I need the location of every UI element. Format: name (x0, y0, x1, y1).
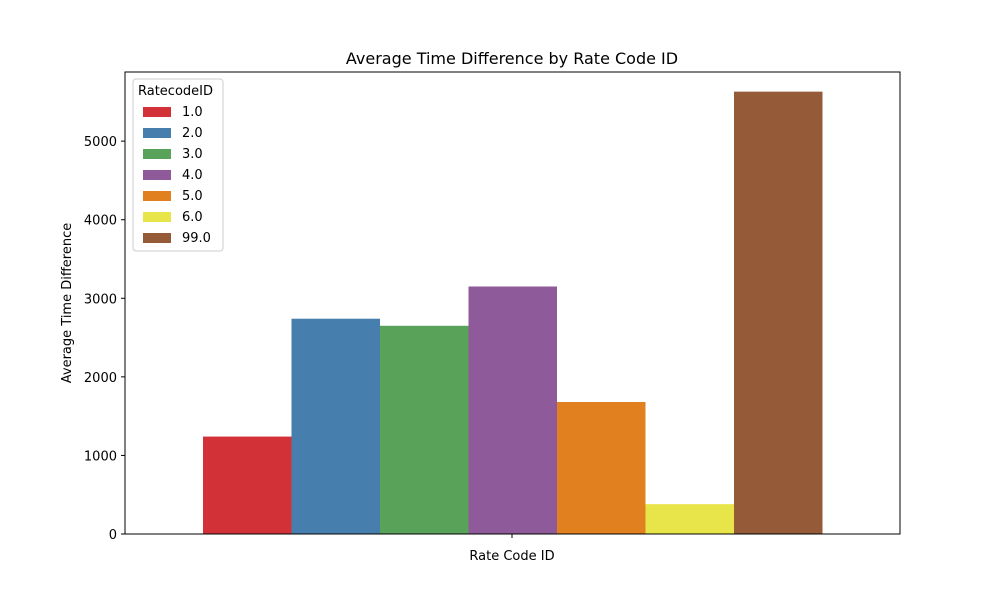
legend-swatch-99.0 (143, 233, 171, 243)
legend-label-3.0: 3.0 (182, 147, 203, 162)
y-axis-label: Average Time Difference (60, 223, 75, 383)
y-tick-label: 2000 (84, 371, 117, 386)
x-axis-label: Rate Code ID (469, 549, 554, 564)
legend-label-4.0: 4.0 (182, 168, 203, 183)
bar-4.0 (468, 286, 557, 534)
y-tick-label: 1000 (84, 449, 117, 464)
legend-swatch-6.0 (143, 212, 171, 222)
y-tick-label: 3000 (84, 292, 117, 307)
legend: RatecodeID 1.0 2.0 3.0 4.0 5.0 6.0 99.0 (132, 78, 224, 252)
bar-99.0 (734, 91, 823, 535)
legend-label-99.0: 99.0 (182, 231, 211, 246)
y-tick-label: 4000 (84, 214, 117, 229)
legend-label-1.0: 1.0 (182, 105, 203, 120)
bar-2.0 (291, 318, 380, 534)
bar-3.0 (380, 325, 469, 534)
legend-label-6.0: 6.0 (182, 210, 203, 225)
legend-swatch-4.0 (143, 170, 171, 180)
bars-group (203, 91, 823, 535)
legend-label-5.0: 5.0 (182, 189, 203, 204)
legend-swatch-3.0 (143, 149, 171, 159)
bar-5.0 (557, 402, 646, 534)
bar-1.0 (203, 436, 292, 534)
legend-frame (132, 78, 224, 252)
y-tick-label: 0 (109, 528, 117, 543)
legend-items: 1.0 2.0 3.0 4.0 5.0 6.0 99.0 (143, 105, 211, 246)
chart-title: Average Time Difference by Rate Code ID (346, 49, 678, 68)
legend-swatch-1.0 (143, 107, 171, 117)
legend-label-2.0: 2.0 (182, 126, 203, 141)
legend-swatch-5.0 (143, 191, 171, 201)
legend-title: RatecodeID (138, 84, 213, 99)
y-tick-label: 5000 (84, 135, 117, 150)
y-axis: 0 1000 2000 3000 4000 5000 (84, 135, 125, 543)
bar-6.0 (645, 504, 734, 534)
legend-swatch-2.0 (143, 128, 171, 138)
